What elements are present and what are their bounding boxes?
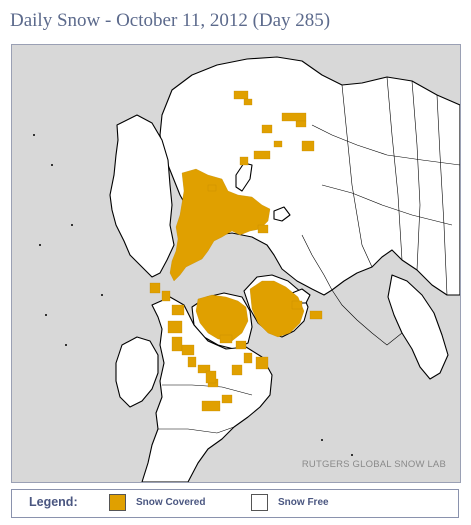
page-title: Daily Snow - October 11, 2012 (Day 285) — [10, 10, 331, 31]
legend-label-snow-free: Snow Free — [278, 497, 329, 508]
watermark-text: RUTGERS GLOBAL SNOW LAB — [301, 459, 446, 470]
legend: Legend: Snow Covered Snow Free — [11, 489, 459, 518]
map-canvas — [33, 56, 460, 482]
europe-landmass — [109, 114, 175, 278]
svalbard-landmass — [273, 206, 291, 222]
legend-label-snow-covered: Snow Covered — [136, 497, 206, 508]
legend-swatch-snow-free — [251, 494, 268, 511]
east-asia-landmass — [387, 274, 449, 380]
legend-title: Legend: — [29, 495, 78, 509]
alaska-landmass — [115, 336, 159, 408]
snow-map: RUTGERS GLOBAL SNOW LAB — [11, 44, 461, 483]
legend-swatch-snow-covered — [109, 494, 126, 511]
